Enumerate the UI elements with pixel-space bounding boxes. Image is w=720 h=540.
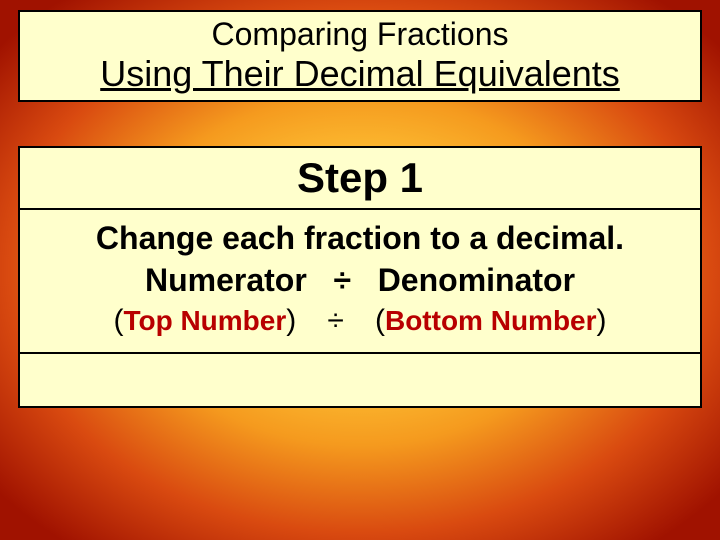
paren-open-2: ( xyxy=(375,304,385,337)
paren-close-1: ) xyxy=(286,304,296,337)
numerator-label: Numerator xyxy=(145,262,307,298)
content-box: Step 1 Change each fraction to a decimal… xyxy=(18,146,702,408)
bottom-number-label: Bottom Number xyxy=(385,305,597,336)
step-header: Step 1 xyxy=(20,148,700,210)
step-header-text: Step 1 xyxy=(297,154,423,201)
top-number-label: Top Number xyxy=(123,305,286,336)
denominator-label: Denominator xyxy=(378,262,575,298)
title-line1: Comparing Fractions xyxy=(28,16,692,53)
title-line2: Using Their Decimal Equivalents xyxy=(28,53,692,94)
step-footer xyxy=(20,354,700,406)
paren-close-2: ) xyxy=(597,304,607,337)
title-box: Comparing Fractions Using Their Decimal … xyxy=(18,10,702,102)
step-body: Change each fraction to a decimal. Numer… xyxy=(20,210,700,354)
slide: Comparing Fractions Using Their Decimal … xyxy=(0,0,720,540)
step-body-line2: Numerator ÷ Denominator xyxy=(30,260,690,302)
divide-op-2: ÷ xyxy=(327,304,343,337)
paren-open-1: ( xyxy=(113,304,123,337)
divide-op-1: ÷ xyxy=(333,262,351,298)
step-body-line3: (Top Number) ÷ (Bottom Number) xyxy=(30,301,690,342)
step-body-line1: Change each fraction to a decimal. xyxy=(30,218,690,260)
